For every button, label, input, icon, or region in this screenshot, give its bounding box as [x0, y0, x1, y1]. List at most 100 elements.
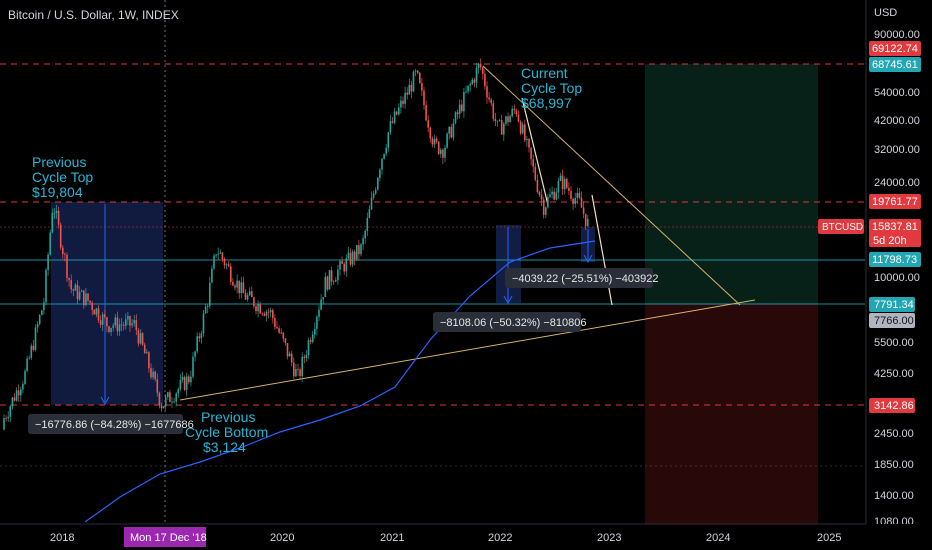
candle-body	[507, 116, 509, 123]
x-tick: 2018	[50, 532, 74, 544]
candle-body	[408, 84, 411, 95]
candle-body	[200, 333, 203, 339]
candle-body	[494, 118, 497, 122]
candle-body	[498, 120, 501, 121]
candle-body	[156, 379, 159, 393]
candle-body	[160, 405, 163, 409]
candle-body	[360, 244, 362, 255]
candle-body	[448, 126, 450, 134]
candle-body	[347, 252, 350, 259]
current-top-line2: Cycle Top	[521, 80, 582, 96]
y-tick: 1400.00	[874, 490, 914, 502]
candle-body	[563, 178, 566, 190]
candle-body	[437, 141, 440, 154]
crosshair-date-tag: Mon 17 Dec '18	[124, 527, 207, 547]
moving-average-line	[84, 240, 596, 523]
candle-body	[488, 97, 490, 100]
current-top-line3: $68,997	[521, 95, 572, 111]
trendline-support	[179, 299, 756, 401]
candle-body	[500, 120, 503, 135]
svg-text:69122.74: 69122.74	[872, 43, 918, 55]
candle-body	[32, 345, 35, 350]
candle-body	[148, 352, 150, 369]
candle-body	[559, 175, 562, 181]
candle-body	[5, 418, 7, 419]
candle-body	[305, 355, 308, 358]
candle-body	[43, 302, 45, 311]
candle-body	[72, 289, 75, 291]
candle-body	[141, 333, 144, 345]
y-tick: 10000.00	[874, 272, 920, 284]
prev-bottom-line1: Previous	[201, 409, 255, 425]
candle-body	[530, 147, 532, 160]
candle-body	[49, 232, 51, 255]
candle-body	[190, 376, 192, 383]
candle-body	[358, 245, 360, 255]
candle-body	[64, 254, 66, 255]
candle-body	[221, 252, 224, 259]
candle-body	[215, 254, 217, 256]
candle-body	[55, 210, 58, 213]
candle-body	[204, 306, 207, 314]
candle-body	[513, 108, 516, 111]
candle-body	[91, 302, 93, 311]
candle-body	[97, 308, 100, 321]
y-tick: 54000.00	[874, 87, 920, 99]
candle-body	[324, 276, 327, 297]
candle-body	[185, 376, 188, 390]
candle-body	[248, 291, 251, 296]
candle-body	[419, 72, 421, 84]
candle-body	[328, 270, 331, 290]
candle-body	[257, 303, 259, 312]
candle-body	[484, 73, 486, 87]
x-tick: 2023	[597, 532, 621, 544]
candle-body	[383, 153, 385, 159]
svg-text:BTCUSD: BTCUSD	[822, 222, 863, 233]
candle-body	[446, 133, 448, 148]
candle-body	[114, 317, 117, 326]
candle-body	[104, 314, 106, 318]
currency-label: USD	[874, 7, 897, 19]
target-zone	[645, 64, 818, 304]
candle-body	[402, 100, 404, 104]
candle-body	[345, 258, 348, 272]
candle-body	[341, 261, 343, 264]
candle-body	[469, 84, 471, 86]
candle-body	[343, 263, 345, 272]
candle-body	[177, 388, 180, 394]
candle-body	[9, 406, 12, 417]
candle-body	[406, 92, 408, 95]
y-tick: 42000.00	[874, 115, 920, 127]
candle-body	[36, 324, 39, 328]
candle-body	[236, 280, 238, 288]
candle-body	[330, 270, 333, 282]
candle-body	[251, 291, 253, 298]
candle-body	[47, 254, 49, 270]
candle-body	[26, 358, 28, 371]
candle-body	[534, 166, 537, 180]
y-tick: 2450.00	[874, 428, 914, 440]
candle-body	[188, 376, 190, 383]
candle-body	[316, 316, 318, 329]
x-tick: 2024	[706, 532, 730, 544]
candle-body	[566, 178, 568, 188]
candle-body	[261, 313, 264, 315]
candle-body	[356, 245, 358, 260]
candle-body	[45, 269, 47, 303]
price-tag-69122: 69122.74	[869, 41, 921, 56]
prev-top-line1: Previous	[32, 154, 86, 170]
candle-body	[332, 281, 335, 283]
candle-body	[435, 138, 438, 142]
measure-arrowhead-current	[503, 295, 513, 305]
candle-body	[116, 317, 119, 332]
candle-body	[568, 187, 570, 192]
candle-body	[209, 282, 211, 306]
candle-body	[526, 138, 528, 141]
highlight-line	[521, 97, 549, 206]
candle-body	[379, 169, 381, 179]
candle-body	[337, 269, 339, 281]
candle-body	[211, 268, 213, 283]
candle-body	[311, 334, 314, 342]
candle-body	[349, 252, 352, 265]
